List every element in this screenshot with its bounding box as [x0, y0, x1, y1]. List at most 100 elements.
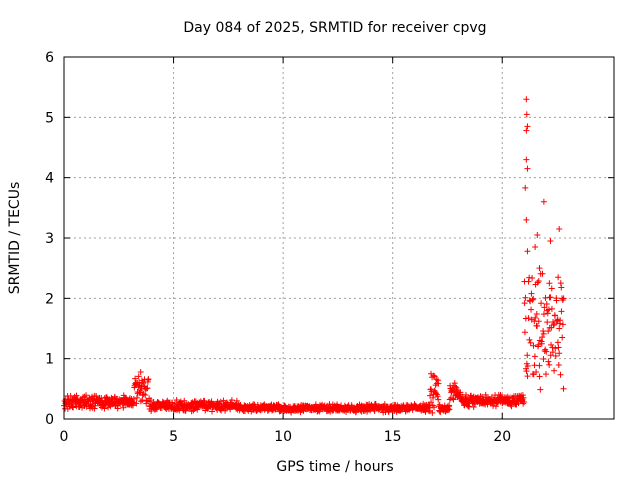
data-point	[536, 362, 543, 369]
data-point	[508, 403, 515, 410]
data-point	[524, 165, 531, 172]
data-point	[281, 402, 288, 409]
y-tick-label: 5	[45, 110, 54, 126]
data-point	[133, 400, 140, 407]
data-point	[555, 361, 562, 368]
data-point	[546, 280, 553, 287]
data-point	[524, 362, 531, 369]
data-point	[470, 404, 477, 411]
data-point	[522, 294, 529, 301]
data-point	[536, 373, 543, 380]
data-point	[530, 342, 537, 349]
y-tick-label: 1	[45, 352, 54, 368]
data-point	[521, 329, 528, 336]
data-point	[539, 334, 546, 341]
data-point	[529, 296, 536, 303]
data-point	[182, 407, 189, 414]
data-points	[61, 96, 567, 416]
chart-title: Day 084 of 2025, SRMTID for receiver cpv…	[183, 20, 486, 36]
data-point	[120, 404, 127, 411]
data-point	[528, 290, 535, 297]
data-point	[556, 350, 563, 357]
data-point	[436, 401, 443, 408]
data-point	[543, 348, 550, 355]
data-point	[428, 399, 435, 406]
data-point	[523, 96, 530, 103]
data-point	[522, 184, 529, 191]
data-point	[83, 392, 90, 399]
data-point	[173, 396, 180, 403]
data-point	[548, 285, 555, 292]
data-point	[547, 238, 554, 245]
data-point	[540, 327, 547, 334]
data-point	[457, 389, 464, 396]
y-tick-label: 6	[45, 50, 54, 66]
x-tick-label: 5	[169, 429, 178, 445]
data-point	[551, 367, 558, 374]
data-point	[521, 300, 528, 307]
data-point	[220, 397, 227, 404]
data-point	[549, 349, 556, 356]
data-point	[431, 373, 438, 380]
data-point	[540, 355, 547, 362]
data-point	[552, 352, 559, 359]
data-point	[434, 393, 441, 400]
x-tick-label: 20	[493, 429, 511, 445]
y-axis-label: SRMTID / TECUs	[7, 182, 23, 295]
x-axis-label: GPS time / hours	[276, 459, 393, 475]
x-tick-label: 0	[60, 429, 69, 445]
data-point	[528, 306, 535, 313]
x-tick-label: 15	[384, 429, 402, 445]
data-point	[73, 392, 80, 399]
data-point	[70, 404, 77, 411]
data-point	[543, 301, 550, 308]
data-point	[540, 311, 547, 318]
y-tick-label: 3	[45, 231, 54, 247]
data-point	[542, 371, 549, 378]
data-point	[137, 388, 144, 395]
data-point	[539, 270, 546, 277]
data-point	[558, 308, 565, 315]
data-point	[449, 395, 456, 402]
data-point	[492, 403, 499, 410]
data-point	[429, 409, 436, 416]
data-point	[544, 319, 551, 326]
data-point	[535, 341, 542, 348]
data-point	[137, 398, 144, 405]
data-point	[559, 334, 566, 341]
data-point	[524, 373, 531, 380]
data-point	[233, 397, 240, 404]
data-point	[450, 396, 457, 403]
data-point	[209, 408, 216, 415]
data-point	[435, 396, 442, 403]
y-tick-label: 4	[45, 171, 54, 187]
data-point	[533, 310, 540, 317]
data-point	[435, 380, 442, 387]
data-point	[451, 388, 458, 395]
data-point	[519, 392, 526, 399]
data-point	[546, 361, 553, 368]
data-point	[144, 385, 151, 392]
data-point	[531, 353, 538, 360]
data-point	[535, 277, 542, 284]
data-point	[544, 310, 551, 317]
data-point	[541, 304, 548, 311]
data-point	[523, 156, 530, 163]
data-point	[431, 404, 438, 411]
data-point	[545, 306, 552, 313]
data-point	[551, 312, 558, 319]
data-point	[452, 383, 459, 390]
data-point	[527, 339, 534, 346]
data-point	[228, 397, 235, 404]
data-point	[556, 325, 563, 332]
data-point	[525, 315, 532, 322]
data-point	[547, 294, 554, 301]
data-point	[557, 371, 564, 378]
data-point	[537, 386, 544, 393]
data-point	[523, 368, 530, 375]
data-point	[130, 396, 137, 403]
data-point	[216, 400, 223, 407]
data-point	[482, 391, 489, 398]
data-point	[181, 397, 188, 404]
